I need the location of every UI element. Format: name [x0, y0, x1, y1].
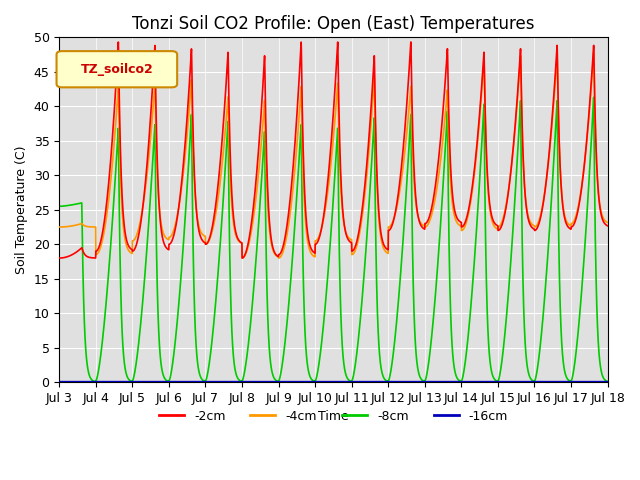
-4cm: [118, 203, 125, 208]
-4cm: [56, 224, 63, 230]
-2cm: [534, 224, 541, 229]
X-axis label: Time: Time: [318, 410, 349, 423]
-4cm: [150, 88, 158, 94]
-4cm: [290, 181, 298, 187]
-2cm: [593, 167, 601, 173]
-4cm: [534, 220, 541, 226]
-2cm: [604, 223, 611, 228]
-2cm: [289, 162, 297, 168]
-2cm: [266, 220, 273, 226]
Line: -2cm: -2cm: [60, 42, 607, 258]
-8cm: [290, 241, 298, 247]
-2cm: [118, 187, 125, 192]
Y-axis label: Soil Temperature (C): Soil Temperature (C): [15, 145, 28, 274]
-8cm: [593, 314, 601, 320]
-8cm: [150, 128, 158, 134]
Title: Tonzi Soil CO2 Profile: Open (East) Temperatures: Tonzi Soil CO2 Profile: Open (East) Temp…: [132, 15, 534, 33]
-16cm: [534, 379, 541, 385]
-2cm: [150, 52, 158, 58]
-4cm: [604, 219, 611, 225]
-8cm: [534, 362, 541, 368]
Line: -8cm: -8cm: [60, 97, 607, 382]
-8cm: [604, 379, 611, 384]
-16cm: [604, 379, 611, 385]
-2cm: [407, 39, 415, 45]
-16cm: [289, 379, 297, 385]
-16cm: [118, 379, 125, 385]
-16cm: [56, 379, 63, 385]
-2cm: [56, 255, 63, 261]
-8cm: [118, 325, 126, 331]
-8cm: [91, 379, 99, 384]
-16cm: [266, 379, 273, 385]
-8cm: [266, 351, 273, 357]
-4cm: [593, 170, 601, 176]
-8cm: [56, 204, 63, 209]
-16cm: [150, 379, 158, 385]
-16cm: [593, 379, 600, 385]
-8cm: [590, 95, 598, 100]
Line: -4cm: -4cm: [60, 52, 607, 258]
Legend: -2cm, -4cm, -8cm, -16cm: -2cm, -4cm, -8cm, -16cm: [154, 405, 513, 428]
-4cm: [266, 229, 273, 235]
-4cm: [590, 49, 598, 55]
Text: TZ_soilco2: TZ_soilco2: [81, 62, 153, 75]
FancyBboxPatch shape: [56, 51, 177, 87]
-4cm: [238, 255, 246, 261]
